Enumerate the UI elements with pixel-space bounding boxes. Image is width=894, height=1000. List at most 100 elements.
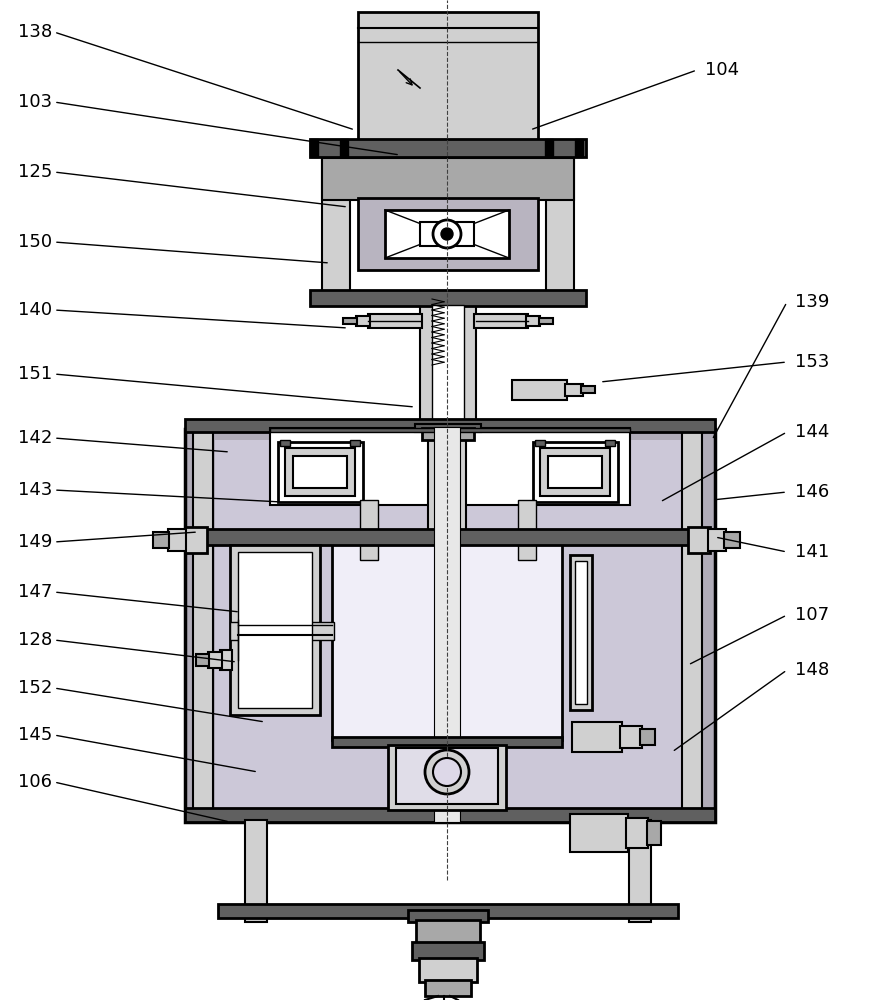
Text: 104: 104 (704, 61, 738, 79)
Bar (185, 529, 714, 545)
Bar (185, 419, 714, 432)
Bar (153, 532, 169, 548)
Text: 103: 103 (18, 93, 52, 111)
Text: 143: 143 (18, 481, 53, 499)
Bar (569, 814, 628, 852)
Bar (238, 552, 312, 708)
Bar (526, 316, 539, 326)
Bar (422, 428, 474, 440)
Bar (432, 305, 463, 427)
Bar (309, 290, 586, 306)
Bar (547, 456, 602, 488)
Text: 107: 107 (794, 606, 828, 624)
Bar (358, 198, 537, 270)
Bar (580, 386, 595, 393)
Text: 145: 145 (18, 726, 53, 744)
Text: 142: 142 (18, 429, 53, 447)
Text: 140: 140 (18, 301, 52, 319)
Bar (185, 429, 714, 822)
Bar (215, 440, 682, 810)
Text: 138: 138 (18, 23, 52, 41)
Bar (185, 527, 207, 553)
Text: 128: 128 (18, 631, 52, 649)
Bar (278, 442, 363, 502)
Bar (535, 440, 544, 446)
Bar (245, 820, 266, 922)
Bar (207, 652, 222, 668)
Bar (196, 654, 209, 666)
Circle shape (433, 220, 460, 248)
Text: 151: 151 (18, 365, 52, 383)
Text: 146: 146 (794, 483, 829, 501)
Bar (193, 429, 213, 822)
Bar (681, 429, 701, 822)
Circle shape (433, 758, 460, 786)
Text: 125: 125 (18, 163, 53, 181)
Bar (518, 500, 536, 560)
Bar (571, 722, 621, 752)
Bar (359, 500, 377, 560)
Bar (342, 318, 357, 324)
Bar (544, 139, 552, 157)
Bar (418, 958, 477, 982)
Bar (628, 820, 650, 922)
Bar (538, 318, 552, 324)
Bar (425, 980, 470, 996)
Bar (564, 384, 582, 396)
Bar (416, 920, 479, 944)
Bar (533, 442, 618, 502)
Bar (218, 904, 678, 918)
Bar (322, 158, 573, 200)
Bar (358, 12, 537, 142)
Bar (625, 818, 647, 848)
Bar (230, 622, 333, 640)
Bar (427, 427, 466, 822)
Bar (350, 440, 359, 446)
Bar (395, 748, 497, 804)
Bar (411, 942, 484, 960)
Bar (284, 448, 355, 496)
Bar (356, 316, 369, 326)
Bar (723, 532, 739, 548)
Bar (220, 650, 232, 670)
Bar (569, 555, 591, 710)
Bar (474, 314, 527, 328)
Text: 139: 139 (794, 293, 829, 311)
Bar (309, 139, 586, 157)
Bar (646, 821, 661, 845)
Bar (434, 427, 460, 822)
Bar (511, 380, 567, 400)
Bar (639, 729, 654, 745)
Bar (707, 529, 725, 551)
Text: 150: 150 (18, 233, 52, 251)
Bar (545, 154, 573, 302)
Bar (185, 808, 714, 822)
Bar (432, 920, 461, 970)
Bar (620, 726, 641, 748)
Bar (539, 448, 610, 496)
Bar (574, 561, 586, 704)
Circle shape (441, 228, 452, 240)
Text: 148: 148 (794, 661, 829, 679)
Bar (280, 440, 290, 446)
Bar (419, 222, 474, 246)
Bar (168, 529, 186, 551)
Bar (270, 428, 629, 505)
Bar (415, 424, 480, 432)
Bar (309, 139, 317, 157)
Bar (419, 305, 476, 427)
Text: 149: 149 (18, 533, 53, 551)
Bar (388, 745, 505, 810)
Bar (687, 527, 709, 553)
Bar (574, 139, 582, 157)
Bar (604, 440, 614, 446)
Bar (230, 545, 320, 715)
Bar (384, 210, 509, 258)
Text: 147: 147 (18, 583, 53, 601)
Bar (270, 428, 629, 432)
Text: 106: 106 (18, 773, 52, 791)
Bar (367, 314, 422, 328)
Bar (332, 542, 561, 740)
Bar (332, 737, 561, 747)
Text: 153: 153 (794, 353, 829, 371)
